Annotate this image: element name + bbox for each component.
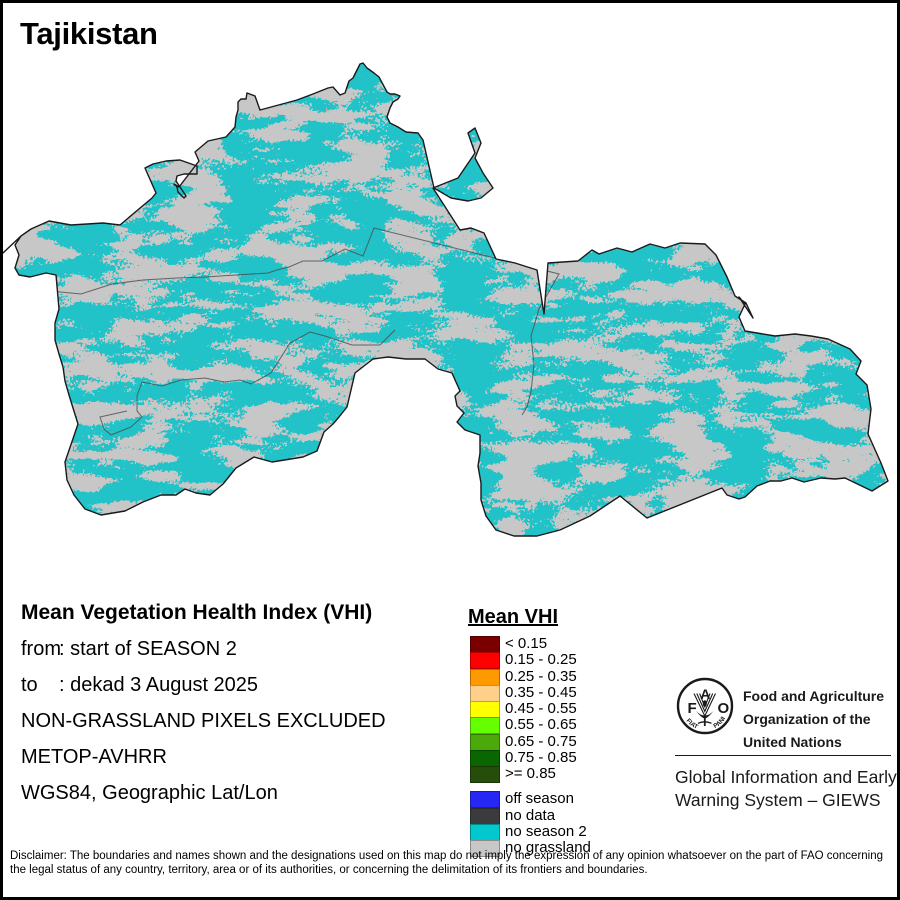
svg-text:F: F xyxy=(688,700,697,717)
svg-text:O: O xyxy=(718,700,730,717)
